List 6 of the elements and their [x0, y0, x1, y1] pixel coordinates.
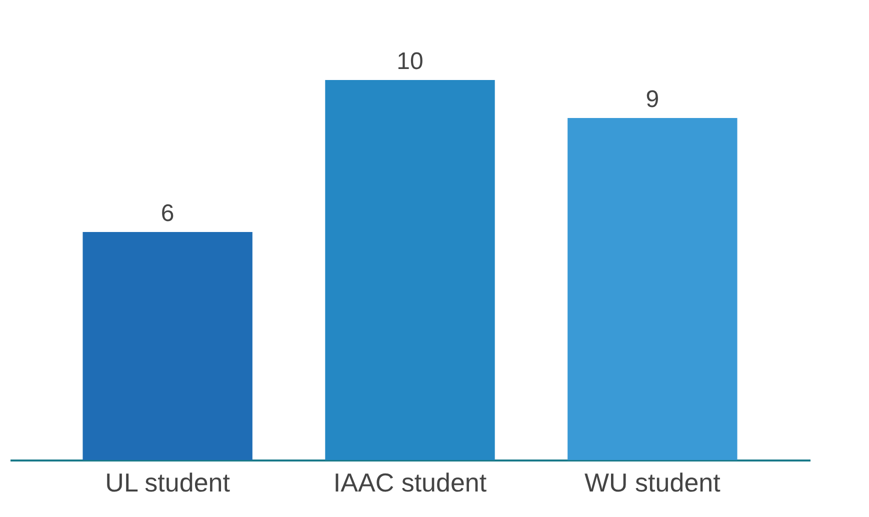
x-tick-label: WU student	[584, 468, 722, 498]
data-label: 10	[396, 48, 424, 75]
data-label: 9	[646, 86, 660, 113]
data-label: 6	[160, 200, 174, 227]
x-tick-label: IAAC student	[333, 468, 488, 498]
x-tick-label: UL student	[105, 468, 231, 498]
